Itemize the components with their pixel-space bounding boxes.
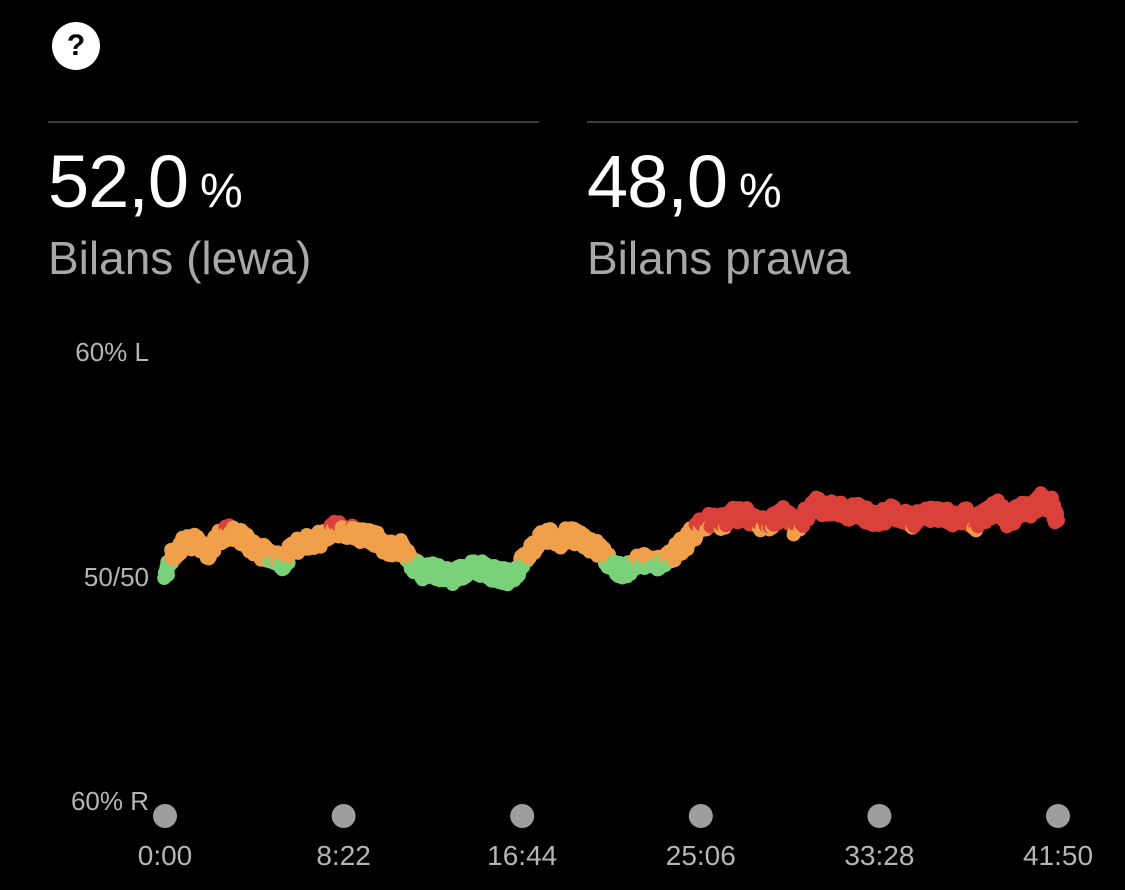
y-label-50-50: 50/50 xyxy=(84,562,149,592)
left-balance-value: 52,0 xyxy=(48,140,189,223)
x-tick-label: 25:06 xyxy=(666,840,736,871)
divider xyxy=(587,121,1078,123)
left-balance-unit: % xyxy=(200,165,243,218)
time-marker[interactable] xyxy=(867,804,892,828)
right-balance-value: 48,0 xyxy=(587,140,728,223)
x-tick-label: 33:28 xyxy=(844,840,914,871)
help-button[interactable]: ? xyxy=(52,22,100,70)
stat-left-balance: 52,0% Bilans (lewa) xyxy=(48,121,539,285)
stat-right-balance: 48,0% Bilans prawa xyxy=(587,121,1078,285)
stat-value-row: 52,0% xyxy=(48,145,539,219)
time-marker[interactable] xyxy=(331,804,356,828)
time-marker[interactable] xyxy=(688,804,713,828)
question-mark-icon: ? xyxy=(66,29,86,62)
y-label-60-right: 60% R xyxy=(71,786,149,816)
x-tick-label: 8:22 xyxy=(316,840,371,871)
left-balance-label: Bilans (lewa) xyxy=(48,232,312,284)
data-point xyxy=(1051,513,1065,528)
stat-value-row: 48,0% xyxy=(587,145,1078,219)
x-tick-label: 0:00 xyxy=(138,840,193,871)
x-tick-label: 16:44 xyxy=(487,840,557,871)
x-tick-label: 41:50 xyxy=(1023,840,1093,871)
right-balance-unit: % xyxy=(739,165,782,218)
time-marker[interactable] xyxy=(1046,804,1070,828)
time-marker[interactable] xyxy=(510,804,535,828)
y-label-60-left: 60% L xyxy=(75,337,149,367)
time-marker[interactable] xyxy=(153,804,177,828)
right-balance-label: Bilans prawa xyxy=(587,232,851,284)
divider xyxy=(48,121,539,123)
